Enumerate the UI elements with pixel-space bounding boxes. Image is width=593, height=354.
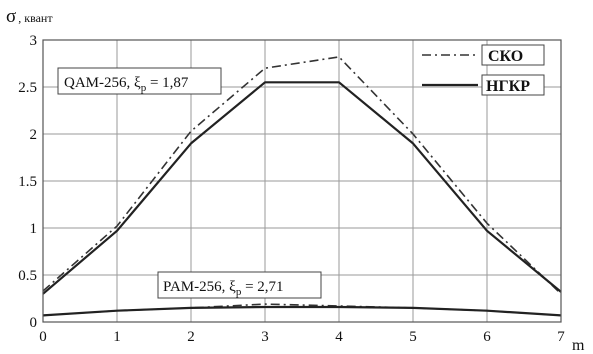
x-axis-label: m	[572, 337, 585, 354]
annotation-pam-main: PAM-256, ξ	[163, 279, 236, 295]
legend: СКО НГКР	[422, 44, 545, 96]
series-line-pam-ngkr	[42, 305, 562, 317]
x-tick-label: 1	[113, 329, 121, 345]
y-axis-symbol: σ	[6, 6, 16, 27]
y-tick-label: 1.5	[18, 174, 37, 190]
y-axis-label: σ, квант	[6, 6, 53, 27]
y-tick-label: 3	[30, 33, 38, 49]
svg-text:PAM-256, ξp = 2,71: PAM-256, ξp = 2,71	[163, 279, 284, 298]
annotation-qam-value: = 1,87	[146, 75, 189, 91]
plot-frame	[42, 39, 562, 323]
legend-label-ngkr: НГКР	[486, 78, 530, 95]
x-tick-label: 5	[409, 329, 417, 345]
legend-label-sko: СКО	[488, 48, 523, 65]
y-axis-unit: , квант	[18, 11, 53, 25]
x-tick-label: 0	[39, 329, 47, 345]
x-tick-label: 6	[483, 329, 491, 345]
grid	[42, 39, 562, 323]
y-tick-label: 2.5	[18, 80, 37, 96]
series-line-qam-sko	[42, 56, 562, 295]
x-tick-label: 2	[187, 329, 195, 345]
x-tick-label: 4	[335, 329, 343, 345]
annotation-qam-main: QAM-256, ξ	[64, 75, 141, 91]
x-tick-label: 7	[557, 329, 565, 345]
annotation-qam: QAM-256, ξp = 1,87	[57, 67, 222, 95]
series-lines	[42, 56, 562, 317]
y-tick-label: 2	[30, 127, 38, 143]
annotation-pam-sub: p	[236, 286, 242, 298]
annotation-pam: PAM-256, ξp = 2,71	[157, 271, 322, 299]
annotation-pam-value: = 2,71	[241, 279, 283, 295]
annotation-qam-sub: p	[141, 82, 147, 94]
y-tick-label: 0	[30, 315, 38, 331]
ticks: 0 1 2 3 4 5 6 7 0 0.5 1 1.5 2 2.5 3	[18, 33, 565, 345]
y-tick-label: 0.5	[18, 268, 37, 284]
svg-text:QAM-256, ξp = 1,87: QAM-256, ξp = 1,87	[64, 75, 189, 94]
y-tick-label: 1	[30, 221, 38, 237]
x-tick-label: 3	[261, 329, 269, 345]
series-line-qam-ngkr	[42, 81, 562, 295]
